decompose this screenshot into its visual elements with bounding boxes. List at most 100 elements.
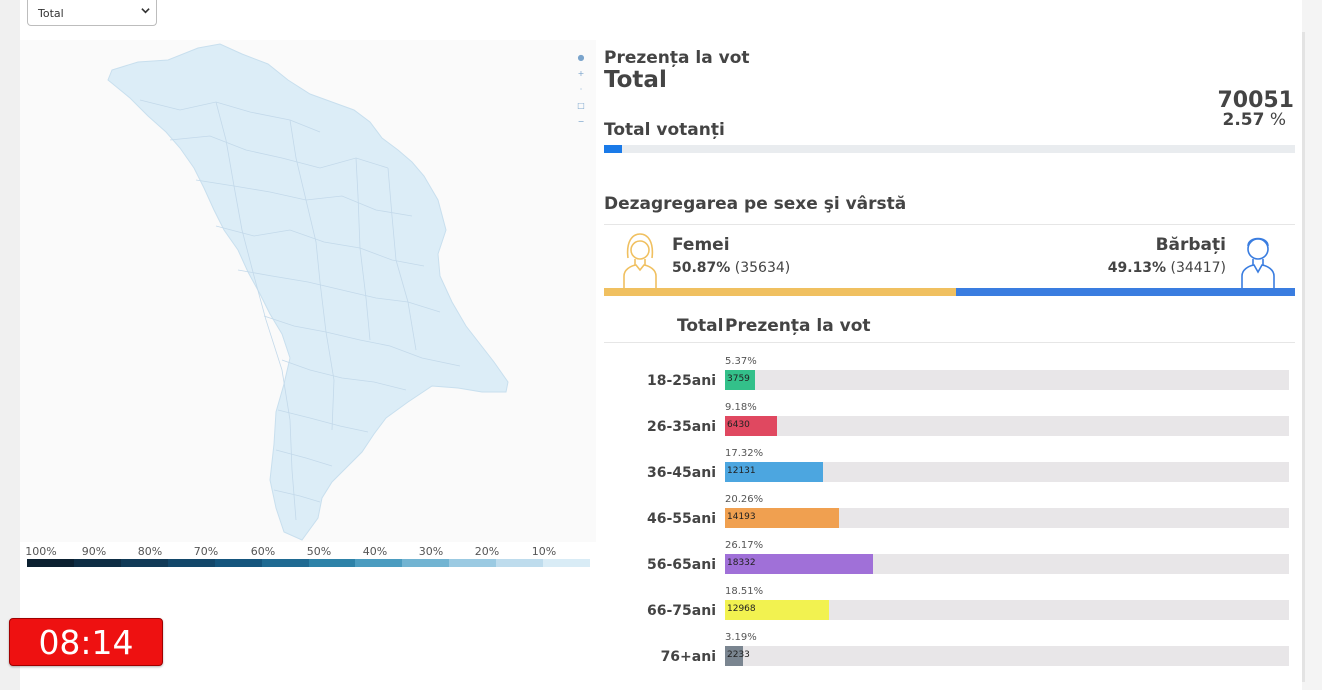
female-icon [623,233,657,288]
total-voters-progress [604,145,1295,153]
age-row-percent: 20.26% [725,494,764,505]
age-row-count: 6430 [727,420,750,430]
legend-swatch [214,559,262,567]
legend-swatch [496,559,544,567]
filter-select[interactable]: Total [27,0,157,26]
legend-label: 20% [474,545,500,558]
age-row-track: 12131 [725,462,1289,482]
male-icon [1241,237,1275,288]
age-row-track: 14193 [725,508,1289,528]
legend-swatch [27,559,74,567]
scrollbar[interactable] [1302,32,1305,682]
moldova-map-svg [107,43,509,541]
turnout-map[interactable] [20,40,596,542]
age-row-percent: 18.51% [725,586,764,597]
map-plus-icon[interactable]: + [577,69,585,78]
age-row-label: 18-25ani [647,373,716,389]
gender-bar-female [604,288,956,296]
age-row-bar [725,370,756,390]
chevron-down-icon [141,8,150,14]
age-row-count: 12131 [727,466,756,476]
age-row-label: 76+ani [660,649,716,665]
total-voters-percent-value: 2.57 [1222,110,1265,130]
female-count: (35634) [734,260,791,276]
map-legend-labels: 100% 90% 80% 70% 60% 50% 40% 30% 20% 10% [25,545,590,558]
age-row-label: 56-65ani [647,557,716,573]
legend-label: 90% [81,545,107,558]
age-row-bar [725,462,823,482]
age-row-percent: 9.18% [725,402,757,413]
age-row-count: 14193 [727,512,756,522]
male-label: Bărbați [1155,235,1226,255]
legend-swatch [543,559,591,567]
age-row-track: 2233 [725,646,1289,666]
age-row: 36-45ani 17.32% 12131 [604,448,1294,488]
legend-swatch [73,559,121,567]
age-row-bar [725,646,743,666]
legend-swatch [308,559,356,567]
age-header-presence: Prezența la vot [725,316,871,336]
map-zoom-controls: ● + · □ − [576,50,586,130]
age-row-label: 46-55ani [647,511,716,527]
total-voters-count: 70051 [1217,88,1294,113]
page-title: Total [604,67,667,93]
percent-sign: % [1269,110,1286,130]
age-row-bar [725,508,840,528]
filter-select-value: Total [38,7,64,20]
age-row: 56-65ani 26.17% 18332 [604,540,1294,580]
age-row-track: 18332 [725,554,1289,574]
age-row-label: 26-35ani [647,419,716,435]
age-row: 66-75ani 18.51% 12968 [604,586,1294,626]
age-row-percent: 5.37% [725,356,757,367]
map-country-shape[interactable] [107,43,509,541]
map-zoom-out-icon[interactable]: − [577,117,585,126]
legend-label: 100% [25,545,57,558]
legend-label: 40% [362,545,388,558]
age-row: 76+ani 3.19% 2233 [604,632,1294,672]
age-row-bar [725,416,777,436]
divider [604,342,1295,343]
total-voters-progress-fill [604,145,622,153]
legend-swatch [120,559,168,567]
gender-split-bar [604,288,1295,296]
age-row: 46-55ani 20.26% 14193 [604,494,1294,534]
map-legend-colorbar [27,559,591,567]
map-reset-icon[interactable]: □ [577,101,585,110]
legend-swatch [355,559,403,567]
map-zoom-in-icon[interactable]: ● [577,53,585,62]
total-voters-label: Total votanți [604,120,725,140]
legend-label: 10% [531,545,557,558]
female-value: 50.87% (35634) [672,260,790,276]
male-value: 49.13% (34417) [1108,260,1226,276]
legend-label: 30% [418,545,444,558]
age-header-total: Total [677,316,724,336]
map-district-borders [139,99,461,521]
section-subtitle: Prezența la vot [604,48,750,68]
male-count: (34417) [1170,260,1226,276]
age-row-bar [725,554,873,574]
age-row-label: 36-45ani [647,465,716,481]
age-row-count: 2233 [727,650,750,660]
legend-swatch [449,559,497,567]
gender-age-section-title: Dezagregarea pe sexe şi vârstă [604,194,907,214]
age-row-percent: 26.17% [725,540,764,551]
legend-label: 50% [306,545,332,558]
age-row-label: 66-75ani [647,603,716,619]
age-row-percent: 3.19% [725,632,757,643]
divider [604,224,1295,225]
age-row: 18-25ani 5.37% 3759 [604,356,1294,396]
female-percent: 50.87% [672,260,731,276]
age-row-count: 12968 [727,604,756,614]
legend-swatch [261,559,309,567]
age-row-track: 12968 [725,600,1289,620]
right-scroll-area [1302,0,1322,690]
legend-label: 80% [137,545,163,558]
male-percent: 49.13% [1107,260,1167,276]
age-row-count: 3759 [727,374,750,384]
female-label: Femei [672,235,730,255]
map-home-icon[interactable]: · [579,85,583,94]
gender-bar-male [955,288,1295,296]
legend-swatch [402,559,450,567]
age-row-bar [725,600,830,620]
legend-label: 70% [193,545,219,558]
